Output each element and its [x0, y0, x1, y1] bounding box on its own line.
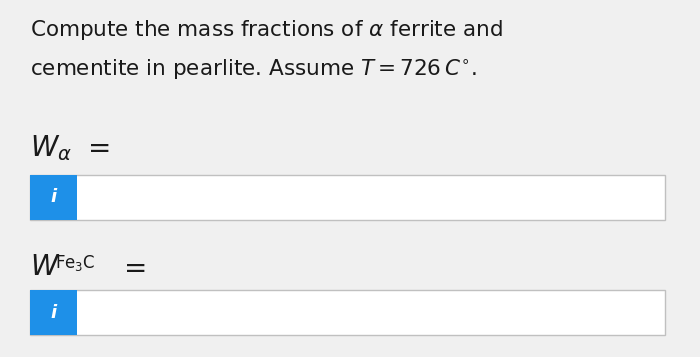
Bar: [30, 290, 665, 335]
Text: i: i: [50, 303, 57, 322]
Text: i: i: [50, 188, 57, 206]
Bar: [30, 175, 77, 220]
Text: $=$: $=$: [118, 253, 146, 281]
Bar: [30, 175, 665, 220]
Text: Compute the mass fractions of $\alpha$ ferrite and: Compute the mass fractions of $\alpha$ f…: [30, 18, 503, 42]
Text: cementite in pearlite. Assume $T = 726\,C^{\circ}$.: cementite in pearlite. Assume $T = 726\,…: [30, 58, 477, 82]
Text: $\mathrm{Fe_3C}$: $\mathrm{Fe_3C}$: [55, 253, 95, 273]
Text: $W_{\alpha}$: $W_{\alpha}$: [30, 133, 72, 163]
Bar: [30, 290, 77, 335]
Text: $=$: $=$: [82, 133, 110, 161]
Text: $W$: $W$: [30, 253, 60, 281]
